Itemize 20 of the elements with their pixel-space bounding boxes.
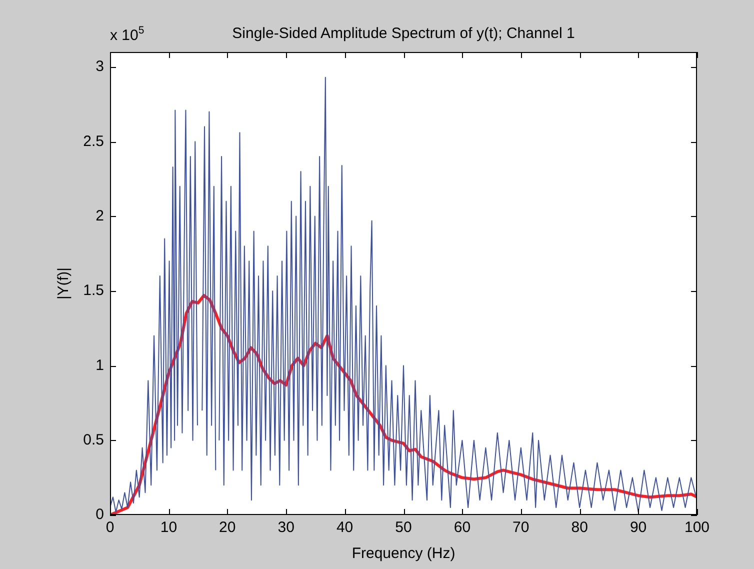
- chart-title: Single-Sided Amplitude Spectrum of y(t); Channel 1: [232, 25, 575, 42]
- y-tick-label: 1: [96, 356, 104, 374]
- y-tick-label: 3: [96, 58, 104, 76]
- x-tick-label: 100: [684, 519, 710, 536]
- x-tick-label: 40: [336, 519, 354, 536]
- x-tick-label: 90: [630, 519, 647, 536]
- x-tick-label: 60: [454, 519, 471, 536]
- y-tick-label: 0.5: [83, 431, 104, 448]
- x-axis-title: Frequency (Hz): [352, 545, 456, 562]
- x-tick-label: 30: [278, 519, 294, 536]
- x-tick-label: 80: [571, 519, 588, 536]
- x-tick-label: 10: [160, 519, 178, 536]
- y-tick-label: 2: [96, 207, 104, 224]
- x-tick-label: 50: [395, 519, 412, 536]
- y-tick-label: 1.5: [83, 282, 104, 300]
- y-tick-label: 2.5: [83, 132, 104, 150]
- x-tick-label: 70: [512, 519, 530, 536]
- y-tick-label: 0: [96, 506, 104, 524]
- y-axis-title: |Y(f)|: [55, 268, 72, 300]
- x-tick-label: 20: [219, 519, 236, 536]
